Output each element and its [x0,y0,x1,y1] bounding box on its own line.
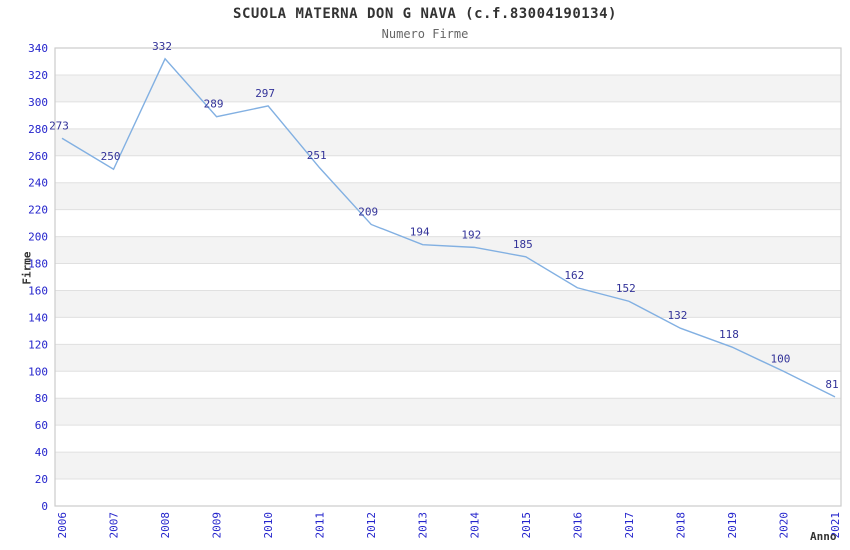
data-line [61,57,836,398]
data-point-label: 100 [771,352,791,365]
y-axis-title: Firme [20,251,34,285]
data-point-label: 209 [358,205,378,218]
grid-band [55,74,841,102]
x-tick-label: 2009 [211,512,224,539]
grid-band [55,344,841,372]
plot-background [55,48,841,506]
data-point-label: 289 [204,98,224,111]
plot-border [54,47,842,507]
y-tick-label: 100 [28,365,48,378]
data-point-label: 251 [307,149,327,162]
data-point-label: 162 [564,269,584,282]
grid-band [55,182,841,210]
x-tick-label: 2010 [262,512,275,539]
x-tick-label: 2016 [571,512,584,539]
data-point-label: 81 [825,378,838,391]
x-tick-label: 2015 [520,512,533,539]
y-tick-label: 0 [41,500,48,513]
data-point-label: 332 [152,40,172,53]
grid-band [55,398,841,426]
y-tick-label: 40 [35,446,48,459]
x-tick-label: 2020 [777,512,790,539]
x-tick-label: 2017 [623,512,636,539]
data-point-label: 132 [667,309,687,322]
y-tick-label: 280 [28,123,48,136]
data-point-label: 192 [461,228,481,241]
x-tick-label: 2012 [365,512,378,539]
x-tick-label: 2014 [468,512,481,539]
grid-band [55,128,841,156]
x-tick-label: 2018 [674,512,687,539]
y-tick-label: 340 [28,42,48,55]
data-point-label: 297 [255,87,275,100]
x-tick-label: 2008 [159,512,172,539]
y-tick-label: 20 [35,473,48,486]
y-tick-label: 180 [28,258,48,271]
x-tick-label: 2011 [314,512,327,539]
grid-band [55,452,841,480]
y-tick-label: 240 [28,177,48,190]
data-point-label: 118 [719,328,739,341]
y-tick-label: 140 [28,311,48,324]
y-tick-label: 60 [35,419,48,432]
x-tick-label: 2013 [417,512,430,539]
data-point-label: 152 [616,282,636,295]
y-tick-label: 80 [35,392,48,405]
chart-title: SCUOLA MATERNA DON G NAVA (c.f.830041901… [233,6,617,22]
grid-band [55,290,841,318]
y-tick-label: 160 [28,284,48,297]
y-tick-label: 220 [28,204,48,217]
y-tick-label: 200 [28,231,48,244]
x-axis-title: Anno [810,530,837,543]
y-tick-label: 120 [28,338,48,351]
x-tick-label: 2006 [56,512,69,539]
y-tick-label: 320 [28,69,48,82]
x-tick-label: 2021 [829,512,842,539]
y-tick-label: 300 [28,96,48,109]
grid-band [55,236,841,264]
data-point-label: 250 [101,150,121,163]
data-point-label: 194 [410,226,430,239]
x-tick-label: 2019 [726,512,739,539]
data-point-label: 185 [513,238,533,251]
data-point-label: 273 [49,119,69,132]
y-tick-label: 260 [28,150,48,163]
chart-subtitle: Numero Firme [381,27,469,41]
x-tick-label: 2007 [108,512,121,539]
